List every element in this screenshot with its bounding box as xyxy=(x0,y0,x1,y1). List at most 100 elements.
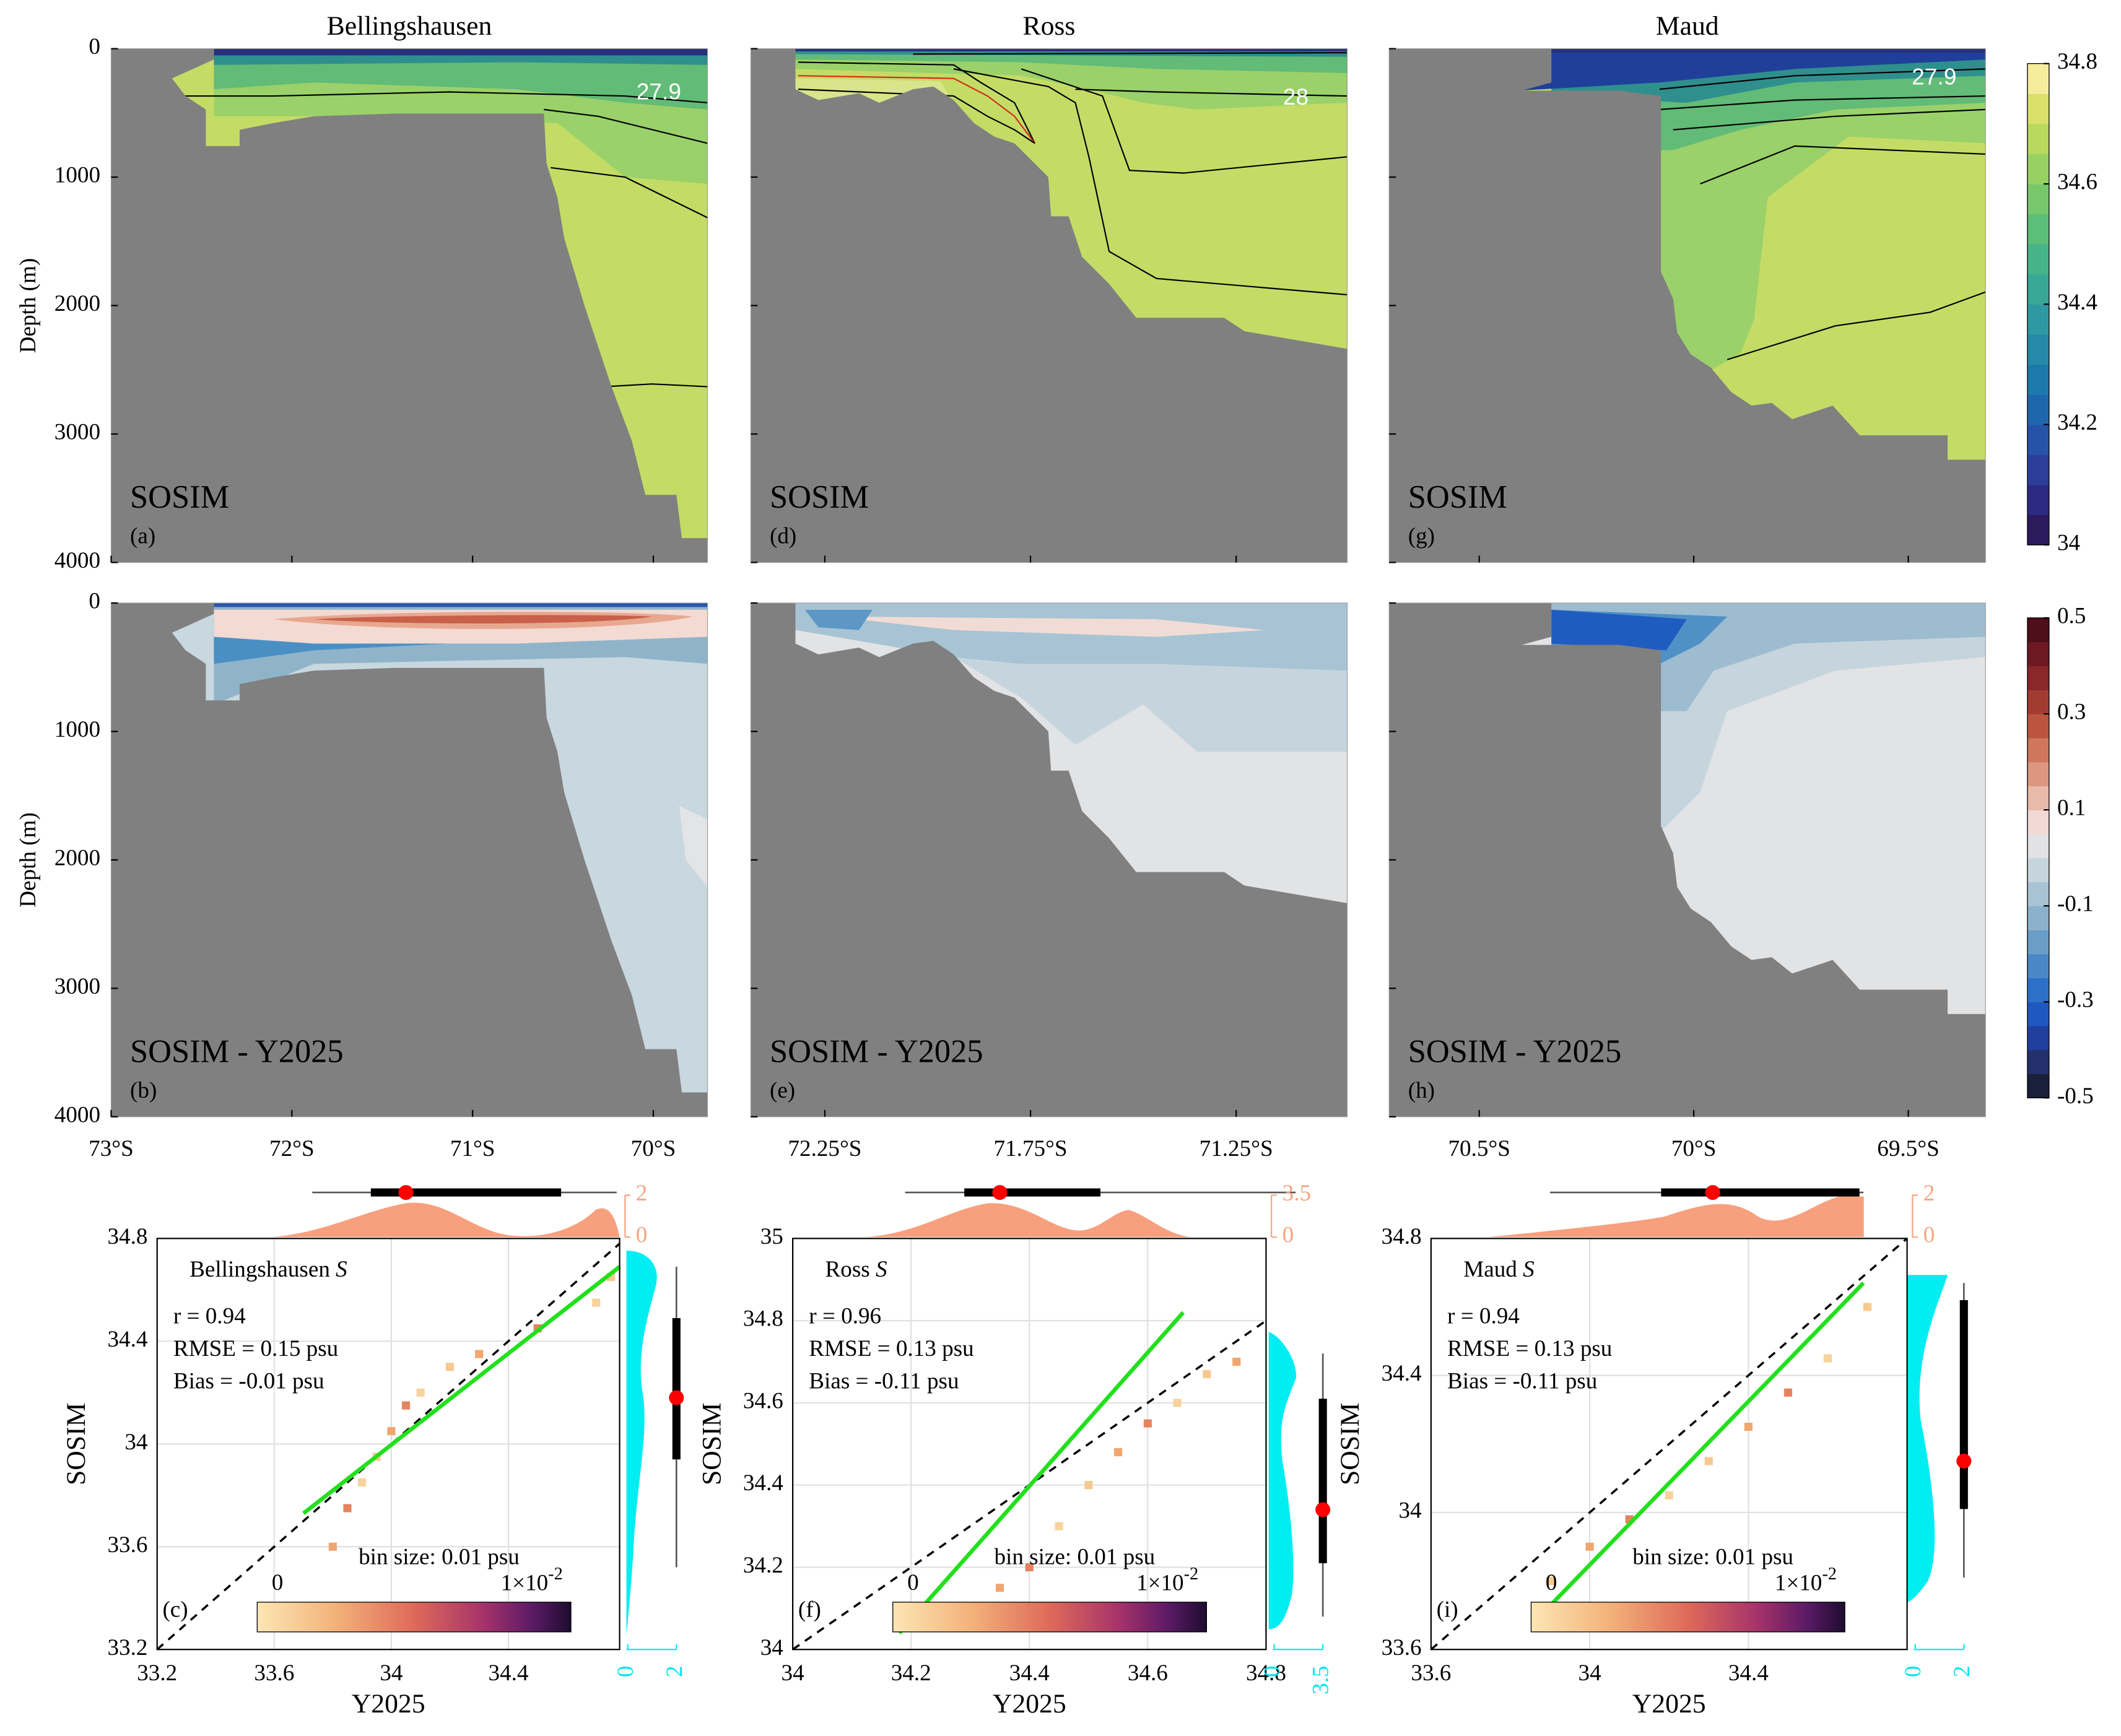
y-tick-label: 2000 xyxy=(54,291,100,316)
x-tick-label: 34 xyxy=(380,1660,403,1686)
y-tick-label: 0 xyxy=(89,588,100,614)
y-tick-label: 3000 xyxy=(54,420,100,445)
panel-label: SOSIM - Y2025 xyxy=(130,1033,344,1069)
colorbar-frame xyxy=(2027,617,2050,1098)
x-axis-label: Y2025 xyxy=(993,1689,1066,1719)
contour-line xyxy=(165,91,708,104)
density-cell xyxy=(475,1350,484,1358)
colorbar-band xyxy=(2027,424,2049,455)
y-tick-label: 34.6 xyxy=(743,1388,783,1413)
stat-text: Bias = -0.11 psu xyxy=(1447,1369,1597,1394)
colorbar-band xyxy=(2027,929,2049,955)
density-cell xyxy=(387,1427,396,1436)
section-panel: SOSIM - Y2025 (h) xyxy=(1389,602,1986,1117)
contour-line xyxy=(913,52,1348,55)
bin-text: bin size: 0.01 psu xyxy=(994,1544,1155,1569)
density-cell xyxy=(995,1584,1004,1592)
count-colorbar-min: 0 xyxy=(1546,1570,1557,1595)
density-cell xyxy=(1546,1577,1554,1586)
colorbar-band xyxy=(2027,1049,2049,1075)
y-tick-label: 35 xyxy=(760,1224,783,1249)
y-tick-label: 34.2 xyxy=(743,1553,783,1578)
colorbar-band xyxy=(2027,690,2049,714)
contour-line xyxy=(604,383,708,388)
y-tick-label: 0 xyxy=(89,34,100,59)
density-cell xyxy=(1232,1357,1241,1366)
y-density-tick-label: 2 xyxy=(662,1665,687,1677)
density-cell xyxy=(343,1504,352,1512)
plot-frame xyxy=(156,1238,621,1651)
contour-fill xyxy=(804,609,873,630)
density-cell xyxy=(416,1388,425,1397)
x-tick-label: 69.5°S xyxy=(1877,1136,1939,1161)
density-cell xyxy=(1025,1563,1034,1572)
bathymetry xyxy=(751,602,1348,1117)
scatter-title-name: Maud xyxy=(1463,1256,1517,1282)
scatter-title-var: S xyxy=(336,1256,347,1282)
colorbar-band xyxy=(2027,334,2049,365)
fit-line xyxy=(897,1311,1185,1634)
y-tick-label: 33.2 xyxy=(107,1635,147,1660)
panel-letter: (g) xyxy=(1408,524,1435,549)
x-tick-label: 34.6 xyxy=(1128,1660,1168,1686)
colorbar-band xyxy=(2027,737,2049,763)
y-tick-label: 1000 xyxy=(54,163,100,188)
contour-fill xyxy=(314,615,652,624)
section-panel: SOSIM - Y2025 (b) xyxy=(111,602,708,1117)
y-axis-label: SOSIM xyxy=(697,1403,726,1485)
colorbar-tick-label: 34.8 xyxy=(2057,49,2097,74)
plot-frame xyxy=(792,1238,1267,1651)
stat-text: r = 0.94 xyxy=(173,1304,246,1329)
colorbar-band xyxy=(2027,244,2049,275)
colorbar-band xyxy=(2027,714,2049,739)
x-axis-label: Y2025 xyxy=(352,1689,425,1719)
colorbar-band xyxy=(2027,183,2049,215)
y-axis-label: Depth (m) xyxy=(15,812,41,908)
density-cell xyxy=(1173,1399,1182,1407)
contour-fill xyxy=(214,602,708,607)
count-colorbar-base: 1×10 xyxy=(1775,1570,1823,1595)
colorbar-band xyxy=(2027,93,2049,124)
density-cell xyxy=(1744,1423,1753,1431)
panel-letter: (c) xyxy=(162,1597,188,1623)
density-cell xyxy=(445,1363,454,1371)
colorbar-band xyxy=(2027,762,2049,786)
x-tick-label: 34 xyxy=(1579,1660,1601,1686)
contour-fill xyxy=(214,48,708,110)
y-tick-label: 34.4 xyxy=(743,1470,783,1496)
panel-label: SOSIM xyxy=(770,479,869,515)
y-axis-label: Depth (m) xyxy=(15,258,41,354)
y-tick-label: 34.8 xyxy=(1382,1224,1422,1249)
x-tick-label: 34.4 xyxy=(1009,1660,1050,1686)
x-box-median xyxy=(398,1185,414,1200)
y-density-tick-label: 0 xyxy=(613,1665,638,1677)
section-panel: SOSIM - Y2025 (e) xyxy=(751,602,1348,1117)
density-cell xyxy=(1055,1522,1063,1530)
panel-letter: (i) xyxy=(1437,1597,1458,1623)
contour-line xyxy=(551,167,708,219)
x-tick-label: 70°S xyxy=(1671,1136,1717,1161)
colorbar-band xyxy=(2027,123,2049,155)
y-box-median xyxy=(1956,1453,1972,1469)
panel-label: SOSIM xyxy=(1408,479,1507,515)
density-cell xyxy=(1585,1542,1594,1551)
bathymetry xyxy=(751,48,1348,563)
count-colorbar-min: 0 xyxy=(907,1570,919,1595)
density-cell xyxy=(358,1478,367,1487)
colorbar-band xyxy=(2027,394,2049,425)
y-tick-label: 34.4 xyxy=(1382,1361,1422,1386)
stat-text: r = 0.96 xyxy=(809,1304,881,1329)
plot-frame xyxy=(1430,1238,1908,1651)
count-colorbar xyxy=(892,1602,1208,1633)
contour-fill xyxy=(1518,48,1986,91)
stat-text: RMSE = 0.13 psu xyxy=(809,1336,973,1361)
x-tick-label: 33.6 xyxy=(254,1660,294,1686)
contour-line xyxy=(1673,108,1986,131)
y-density-tick-label: 0 xyxy=(1901,1665,1926,1677)
x-tick-label: 72.25°S xyxy=(788,1136,861,1161)
x-density xyxy=(271,1202,620,1238)
contour-label: 28 xyxy=(1283,84,1309,110)
y-tick-label: 33.6 xyxy=(1382,1635,1422,1660)
y-tick-label: 34 xyxy=(760,1635,783,1660)
